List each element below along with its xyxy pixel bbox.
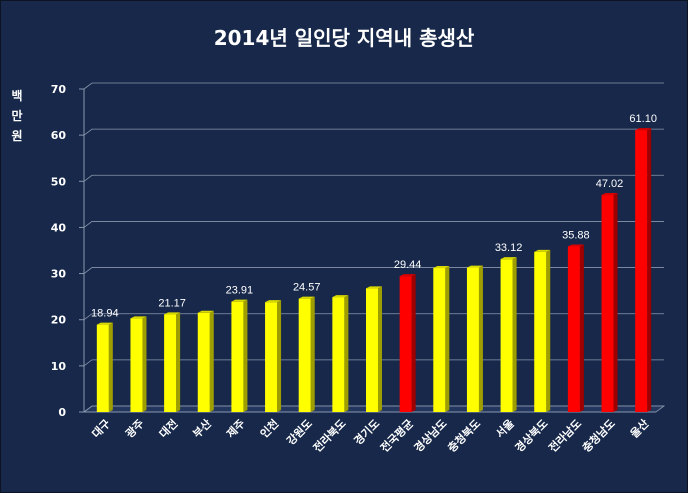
bar-side bbox=[108, 322, 113, 412]
bar-top bbox=[366, 286, 382, 289]
x-tick-label: 광주 bbox=[123, 417, 147, 441]
bar-top bbox=[298, 296, 315, 299]
bar-top bbox=[466, 265, 483, 268]
bar bbox=[399, 276, 412, 412]
x-tick-label: 서울 bbox=[493, 416, 517, 440]
bar bbox=[265, 302, 278, 412]
bar bbox=[332, 297, 345, 412]
bar-top bbox=[265, 300, 282, 303]
bar-side bbox=[142, 316, 147, 412]
bar bbox=[534, 251, 547, 412]
bar-top bbox=[197, 310, 214, 313]
y-tick-label: 40 bbox=[51, 221, 67, 234]
bar-top bbox=[231, 299, 248, 302]
bar-side bbox=[344, 295, 349, 412]
bar bbox=[433, 268, 446, 412]
x-tick-label: 강원도 bbox=[284, 416, 315, 447]
bar-side bbox=[277, 300, 282, 412]
bar-top bbox=[433, 266, 450, 269]
bar bbox=[601, 195, 614, 412]
x-tick-label: 제주 bbox=[223, 416, 247, 440]
y-tick-label: 60 bbox=[51, 129, 67, 142]
bar-side bbox=[310, 296, 315, 412]
y-tick-label: 10 bbox=[51, 360, 67, 373]
y-tick-label: 70 bbox=[51, 83, 67, 96]
bar bbox=[164, 314, 177, 412]
data-label: 24.57 bbox=[293, 282, 321, 294]
grid-line bbox=[83, 82, 664, 90]
bar-side bbox=[445, 266, 450, 412]
bar bbox=[466, 267, 479, 412]
bar-side bbox=[243, 299, 248, 412]
x-tick-label: 경상남도 bbox=[411, 416, 450, 455]
x-tick-label: 부산 bbox=[190, 416, 214, 440]
bar-top bbox=[164, 312, 181, 315]
y-axis-label: 백만원 bbox=[11, 89, 23, 143]
bar-side bbox=[613, 193, 618, 412]
y-tick-label: 0 bbox=[58, 406, 66, 419]
bar-side bbox=[647, 128, 652, 412]
x-tick-label: 전라남도 bbox=[546, 416, 585, 455]
x-tick-label: 경상북도 bbox=[512, 416, 551, 455]
bar-side bbox=[176, 312, 181, 412]
x-tick-label: 경기도 bbox=[351, 416, 382, 447]
bar-top bbox=[635, 128, 652, 131]
bar bbox=[366, 288, 378, 412]
bar-top bbox=[567, 244, 584, 247]
bar-side bbox=[209, 310, 214, 412]
bar bbox=[298, 298, 311, 412]
bar-side bbox=[478, 265, 483, 412]
data-label: 29.44 bbox=[394, 259, 422, 271]
bar-top bbox=[332, 295, 349, 298]
data-label: 23.91 bbox=[226, 285, 254, 297]
bar-top bbox=[96, 322, 113, 325]
bar-top bbox=[601, 193, 618, 196]
y-tick-label: 20 bbox=[51, 314, 67, 327]
x-tick-label: 충청북도 bbox=[445, 416, 484, 455]
x-tick-label: 대전 bbox=[156, 416, 180, 440]
x-tick-label: 대구 bbox=[89, 416, 113, 440]
bar-side bbox=[512, 257, 517, 412]
bar-top bbox=[500, 257, 517, 260]
grid-line bbox=[83, 221, 664, 228]
data-label: 61.10 bbox=[629, 113, 657, 125]
data-label: 47.02 bbox=[596, 178, 624, 190]
data-label: 33.12 bbox=[495, 242, 523, 254]
bar-side bbox=[378, 286, 382, 412]
data-label: 18.94 bbox=[91, 308, 119, 320]
bar-side bbox=[579, 244, 584, 412]
bar-side bbox=[411, 274, 416, 412]
grid-line bbox=[83, 128, 664, 136]
bar bbox=[197, 312, 210, 412]
bar bbox=[567, 246, 580, 412]
bar-top bbox=[534, 249, 551, 252]
bar-top bbox=[130, 316, 147, 319]
bar-side bbox=[546, 249, 551, 412]
bar bbox=[130, 318, 143, 412]
data-label: 35.88 bbox=[562, 229, 590, 241]
bar-top bbox=[399, 274, 416, 277]
x-tick-label: 충청남도 bbox=[579, 416, 618, 455]
bar bbox=[96, 324, 109, 412]
x-tick-label: 인천 bbox=[257, 416, 281, 440]
x-tick-label: 전라북도 bbox=[310, 416, 349, 455]
bar bbox=[500, 259, 513, 412]
y-tick-label: 30 bbox=[51, 268, 67, 281]
grid-line bbox=[83, 174, 664, 182]
y-tick-label: 50 bbox=[51, 175, 67, 188]
x-tick-label: 전국평균 bbox=[377, 416, 416, 455]
bar bbox=[231, 301, 244, 412]
chart-title: 2014년 일인당 지역내 총생산 bbox=[213, 26, 475, 50]
x-tick-label: 울산 bbox=[627, 416, 651, 440]
data-label: 21.17 bbox=[158, 297, 186, 309]
bar bbox=[635, 130, 648, 412]
